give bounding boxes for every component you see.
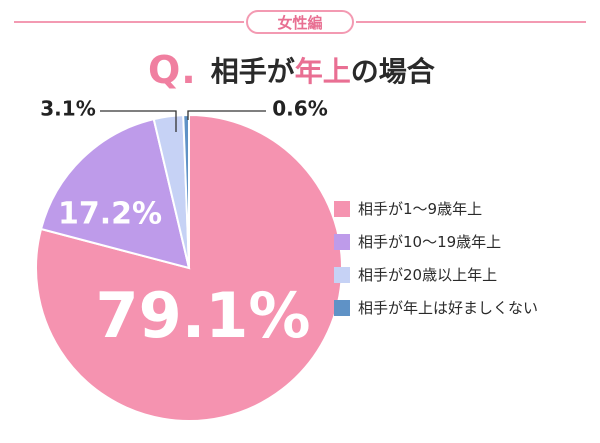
pie-label-slice-2: 17.2%: [58, 197, 162, 232]
title-text: 相手が年上の場合: [211, 50, 435, 90]
pie-slice-4: [182, 113, 190, 269]
legend-item-1: 相手が1～9歳年上: [334, 198, 538, 219]
pie-label-slice-1: 79.1%: [95, 279, 310, 352]
title-highlight: 年上: [294, 55, 351, 88]
pie-label-slice-3: 3.1%: [40, 97, 95, 121]
legend-label: 相手が年上は好ましくない: [358, 299, 539, 317]
pie-label-slice-4: 0.6%: [272, 97, 327, 121]
q-mark: Q.: [148, 48, 197, 92]
pie-slice-2: [39, 117, 191, 270]
title-before: 相手が: [210, 55, 295, 88]
legend-item-4: 相手が年上は好ましくない: [334, 297, 538, 318]
legend: 相手が1～9歳年上相手が10～19歳年上 相手が20歳以上年上相手が年上は好ましく…: [334, 198, 538, 318]
legend-label: 相手が1～9歳年上: [358, 200, 483, 218]
category-tag: 女性編: [246, 10, 354, 34]
header-rule-left: [14, 21, 244, 23]
pie-slice-1: [35, 113, 343, 422]
legend-swatch: [334, 299, 350, 316]
legend-label: 相手が20歳以上年上: [358, 266, 498, 284]
legend-swatch: [334, 200, 350, 217]
header-rule-right: [356, 21, 586, 23]
legend-item-2: 相手が10～19歳年上: [334, 231, 538, 252]
page-title: Q. 相手が年上の場合: [148, 46, 435, 94]
legend-swatch: [334, 266, 350, 283]
leader-line-slice-3: [100, 110, 177, 132]
legend-item-3: 相手が20歳以上年上: [334, 264, 538, 285]
title-after: の場合: [350, 55, 435, 88]
legend-label: 相手が10～19歳年上: [358, 233, 502, 251]
legend-swatch: [334, 233, 350, 250]
leader-line-slice-4: [187, 110, 266, 120]
